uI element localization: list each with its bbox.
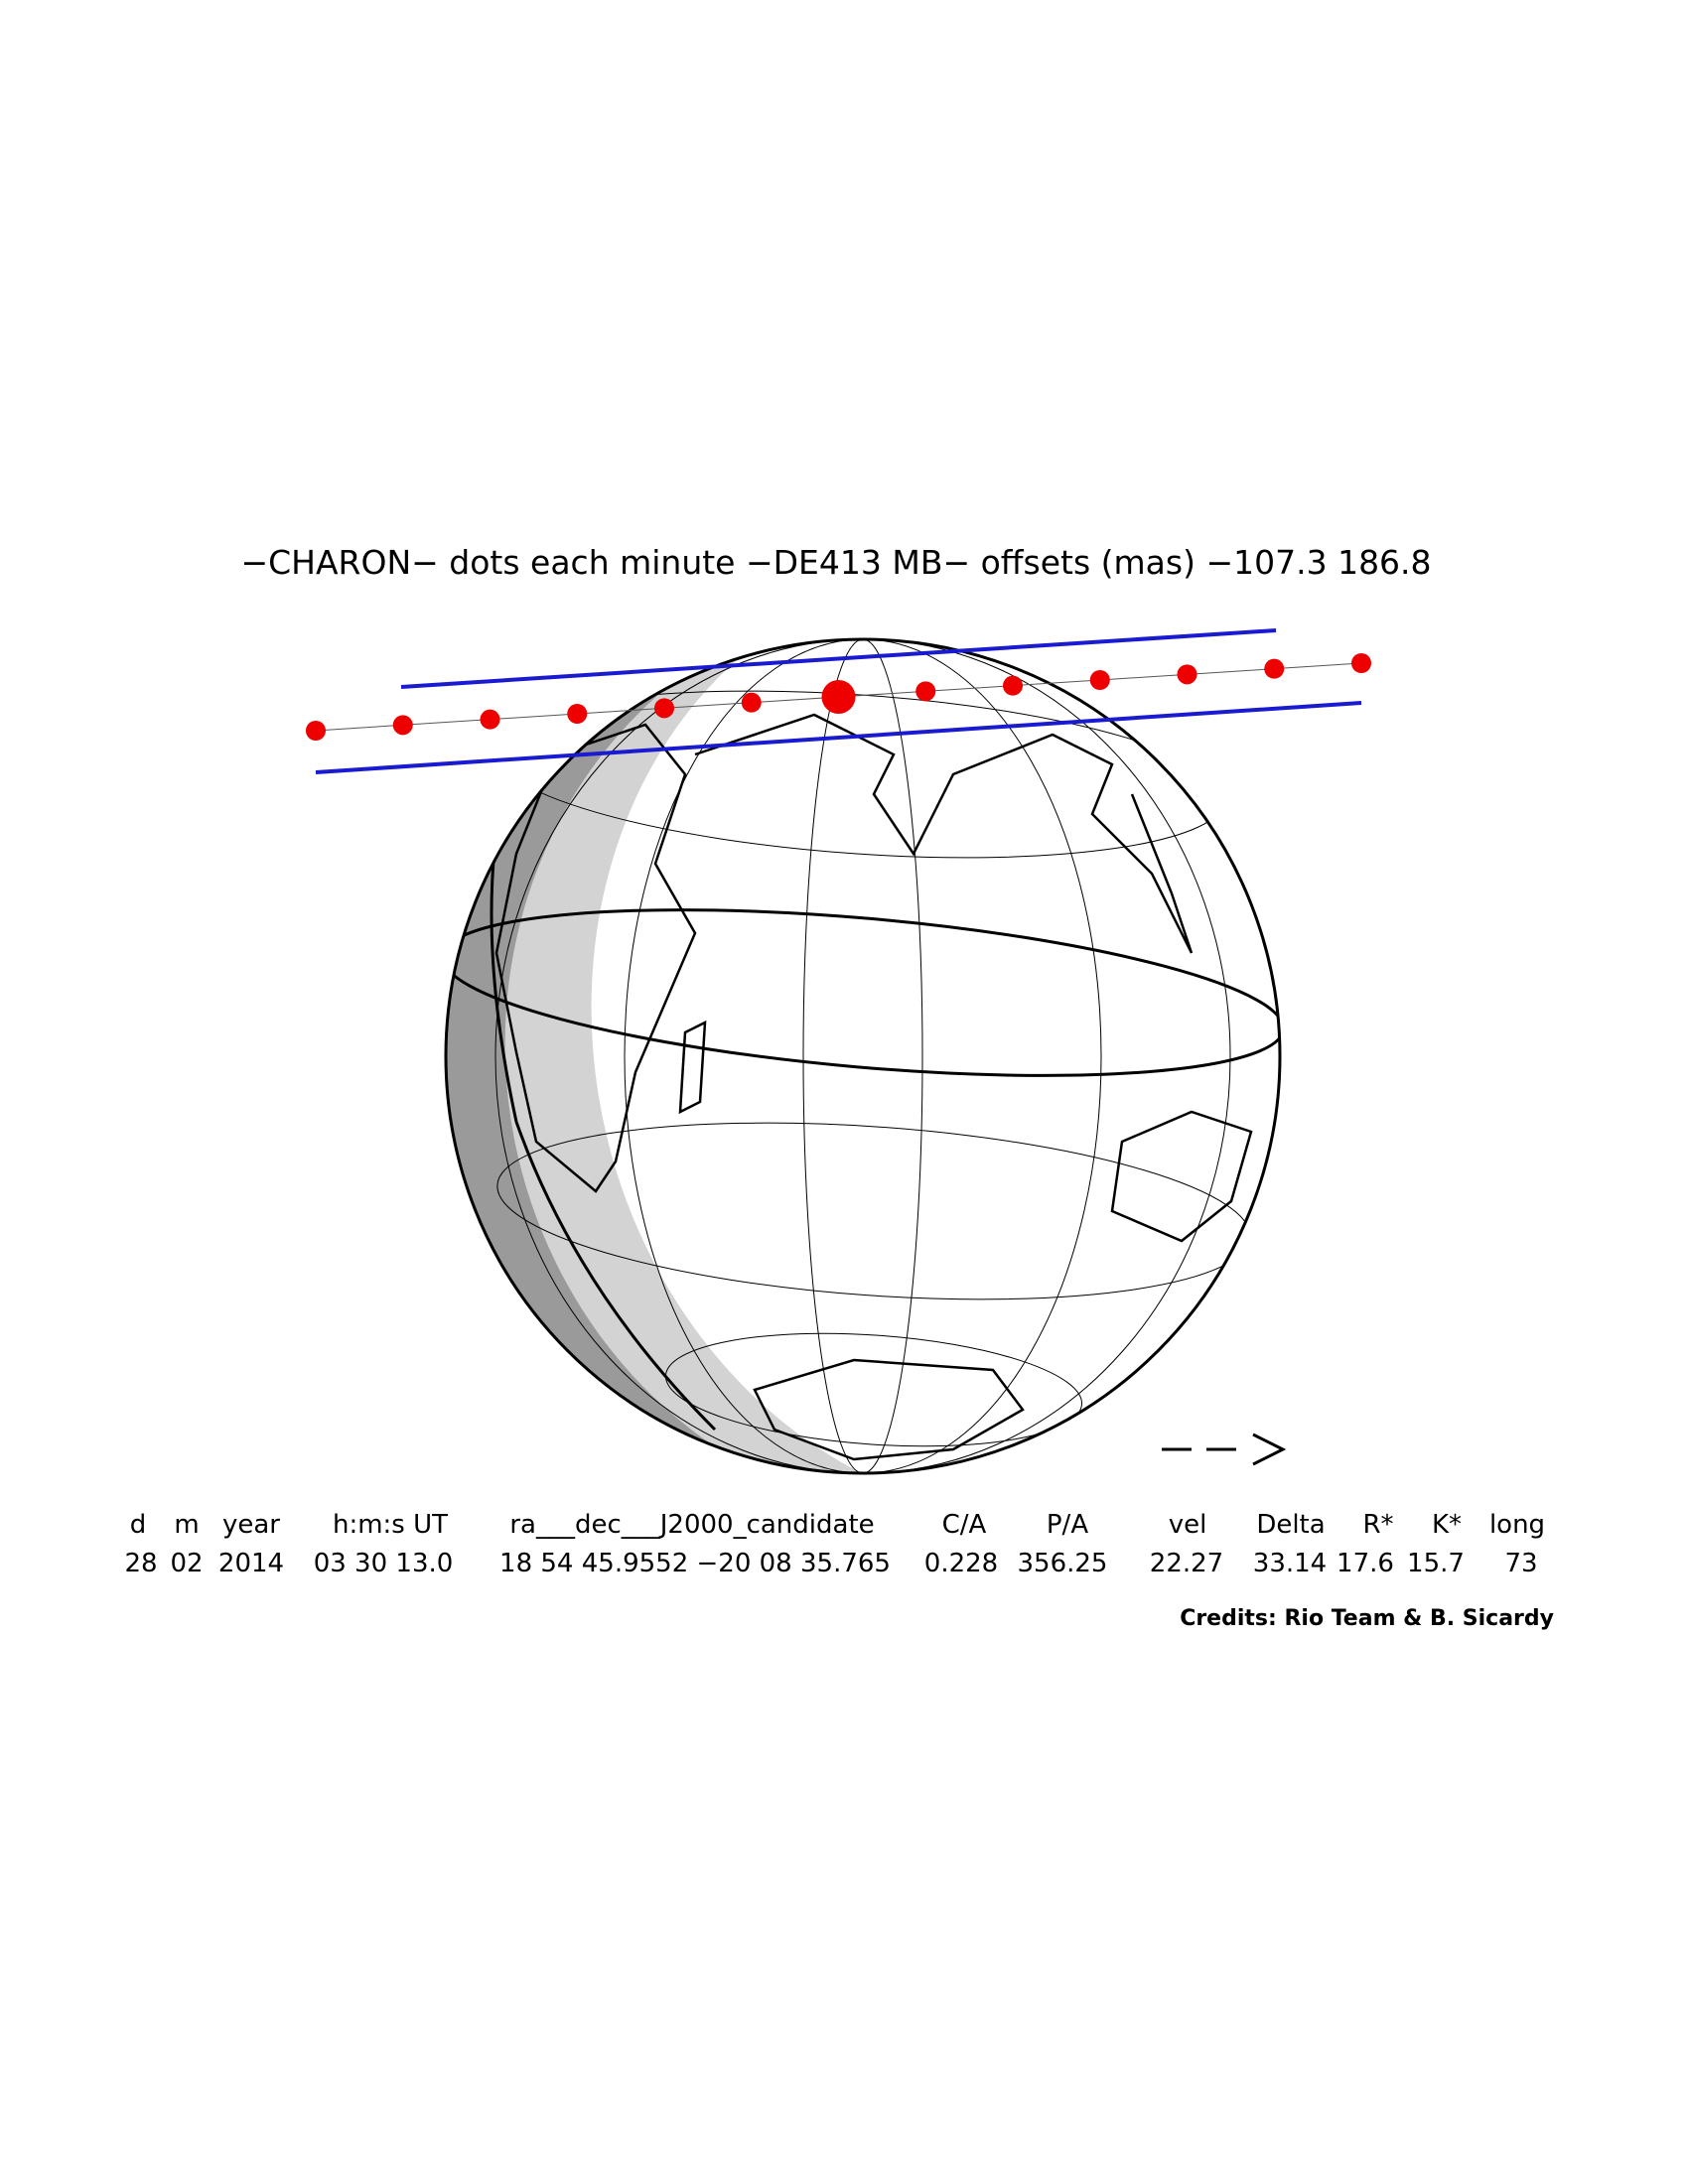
upper-limit: [400, 628, 1277, 689]
dot: [915, 681, 936, 702]
column-header: h:m:s UT: [333, 1510, 448, 1540]
coastlines: [494, 713, 1253, 1461]
event-table: d m year h:m:s UT ra___dec___J2000_candidate…: [124, 1510, 1545, 1578]
column-header: Delta: [1256, 1510, 1325, 1540]
dot: [1089, 670, 1110, 690]
column-value: 02: [170, 1549, 203, 1578]
column-header: P/A: [1047, 1510, 1088, 1540]
dot: [392, 715, 413, 736]
column-value: 17.6: [1336, 1549, 1394, 1578]
lower-limit: [315, 701, 1362, 774]
column-value: 2014: [218, 1549, 284, 1578]
equator: [446, 908, 1280, 1077]
column-value: 28: [124, 1549, 157, 1578]
column-value: 03 30 13.0: [314, 1549, 454, 1578]
column-value: 15.7: [1407, 1549, 1465, 1578]
column-header: year: [222, 1510, 280, 1540]
dot: [567, 704, 588, 724]
column-header: vel: [1169, 1510, 1207, 1540]
column-header: R*: [1362, 1510, 1393, 1540]
credits: Credits: Rio Team & B. Sicardy: [1180, 1606, 1554, 1631]
dot: [306, 721, 326, 741]
dot: [1264, 658, 1285, 679]
globe-outline: [444, 637, 1282, 1475]
dot: [1351, 653, 1371, 673]
column-header: C/A: [942, 1510, 987, 1540]
column-value: 0.228: [924, 1549, 998, 1578]
column-value: 33.14: [1253, 1549, 1327, 1578]
title: −CHARON− dots each minute −DE413 MB− off…: [240, 543, 1431, 582]
column-value: 356.25: [1018, 1549, 1108, 1578]
column-value: 18 54 45.9552 −20 08 35.765: [499, 1549, 891, 1578]
column-value: 73: [1504, 1549, 1537, 1578]
direction-arrow: [1162, 1433, 1287, 1466]
column-value: 22.27: [1150, 1549, 1223, 1578]
column-header: d: [130, 1510, 147, 1540]
dot: [1003, 675, 1023, 696]
column-header: ra___dec___J2000_candidate: [509, 1510, 874, 1540]
shadow-path: [306, 628, 1371, 774]
dot: [741, 692, 762, 713]
minute-dots: [306, 653, 1371, 741]
dot: [1177, 664, 1197, 685]
column-header: m: [174, 1510, 199, 1540]
column-header: long: [1489, 1510, 1545, 1540]
dot: [480, 709, 500, 730]
column-header: K*: [1432, 1510, 1462, 1540]
dot: [654, 698, 674, 719]
closest-approach-dot: [821, 680, 856, 714]
